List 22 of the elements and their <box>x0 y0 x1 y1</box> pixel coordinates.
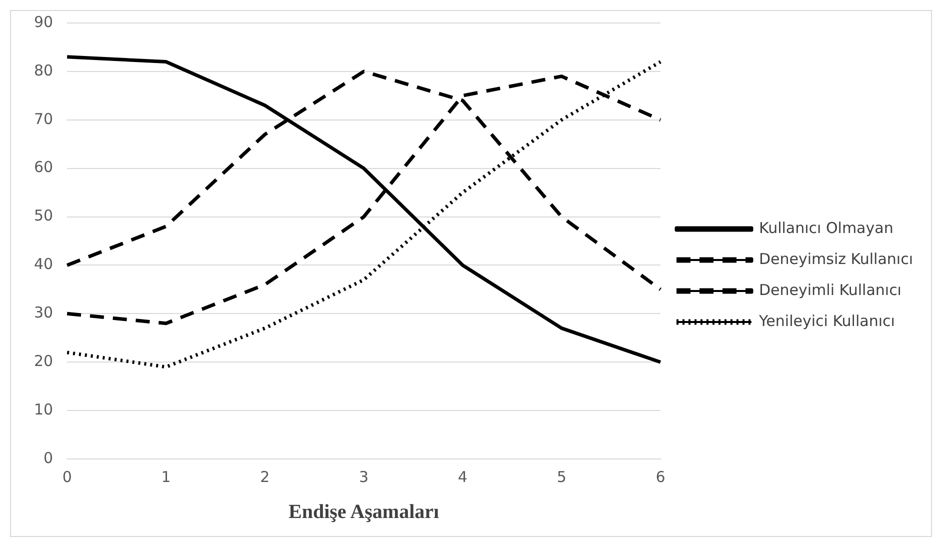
x-tick-label: 0 <box>62 468 72 486</box>
x-tick-label: 3 <box>359 468 369 486</box>
x-tick-label: 6 <box>656 468 666 486</box>
x-axis-title: Endişe Aşamaları <box>288 501 440 524</box>
y-tick-label: 60 <box>34 158 54 176</box>
x-tick-label: 4 <box>458 468 468 486</box>
x-tick-label: 2 <box>260 468 270 486</box>
y-tick-label: 30 <box>34 304 54 322</box>
y-tick-label: 70 <box>34 110 54 128</box>
legend-label: Deneyimli Kullanıcı <box>758 280 902 299</box>
x-tick-label: 5 <box>556 468 566 486</box>
y-tick-label: 90 <box>34 12 54 31</box>
y-tick-label: 80 <box>34 61 54 80</box>
y-tick-label: 40 <box>34 255 54 274</box>
legend-label: Kullanıcı Olmayan <box>758 218 894 237</box>
y-tick-label: 20 <box>34 352 54 370</box>
y-tick-label: 0 <box>44 448 54 467</box>
y-tick-label: 10 <box>34 400 54 418</box>
y-tick-label: 50 <box>34 206 54 225</box>
legend-label: Yenileyici Kullanıcı <box>758 312 895 330</box>
legend-label: Deneyimsiz Kullanıcı <box>758 250 914 268</box>
x-tick-label: 1 <box>161 468 171 486</box>
